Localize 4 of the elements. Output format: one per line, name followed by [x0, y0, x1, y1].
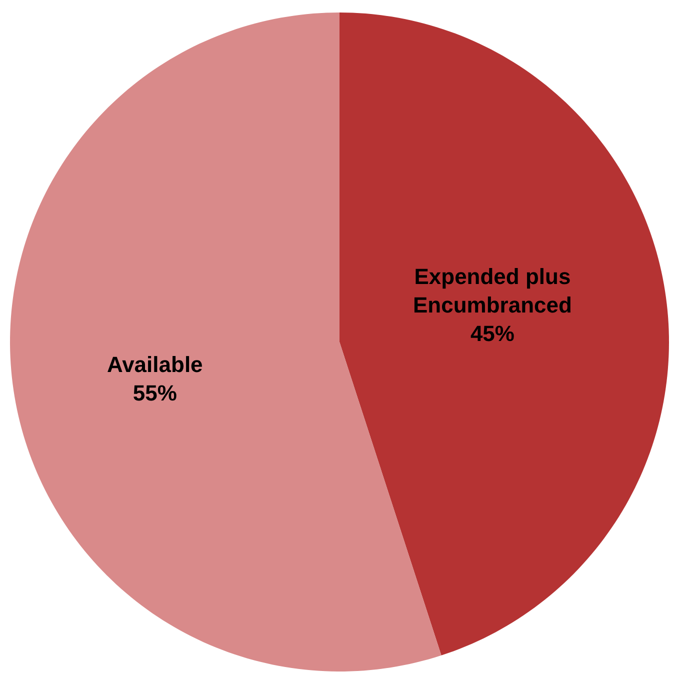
data-label: 55%	[132, 380, 177, 406]
data-label: 45%	[470, 321, 514, 346]
slice-label: Expended plus Encumbranced	[413, 264, 572, 318]
slice-label: Available	[107, 352, 203, 377]
